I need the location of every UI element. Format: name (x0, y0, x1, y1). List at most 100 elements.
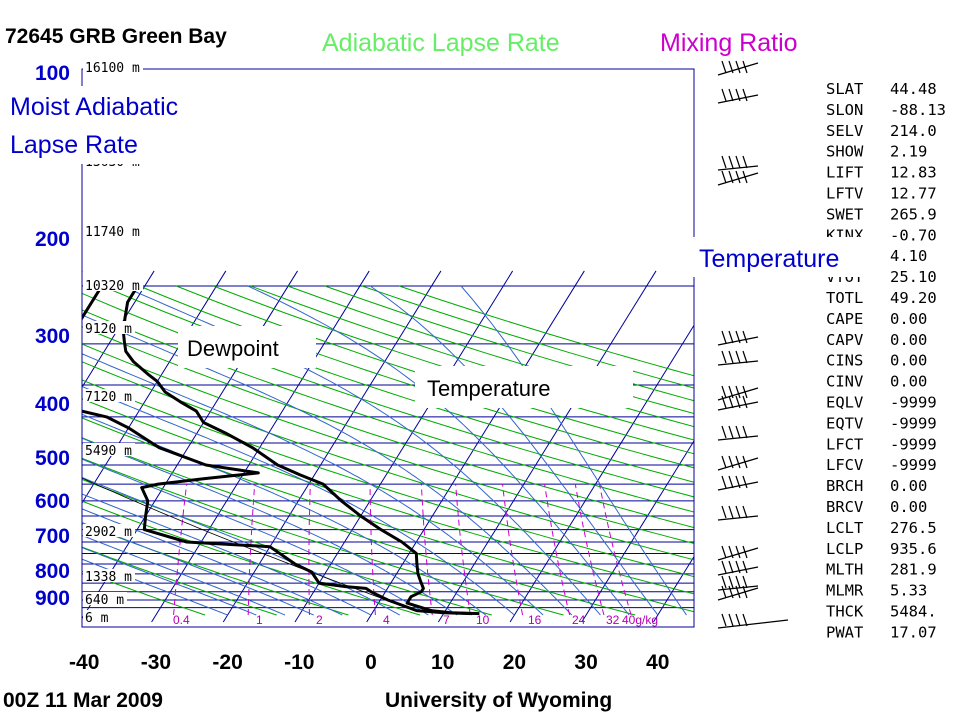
temperature-tick-label: 10 (431, 651, 454, 674)
height-label: 9120 m (85, 322, 132, 337)
height-label-bg (83, 592, 127, 605)
moist-adiabatic-label-line2: Lapse Rate (10, 131, 138, 159)
index-value: 276.5 (890, 519, 937, 537)
mixing-ratio-tick-label: 10 (476, 613, 490, 627)
dry-adiabat-line (213, 285, 694, 441)
height-label: 16100 m (85, 61, 140, 76)
index-value: 12.77 (890, 185, 937, 203)
height-label: 640 m (85, 593, 124, 608)
dry-adiabat-line (82, 457, 564, 616)
wind-barb (717, 505, 759, 521)
temperature-mid-label: Temperature (427, 376, 551, 401)
wind-barb (717, 330, 759, 346)
dewpoint-label: Dewpoint (187, 336, 279, 361)
index-value: 0.00 (890, 373, 927, 391)
temperature-tick-label: -10 (284, 651, 314, 674)
temperature-tick-label: 20 (503, 651, 526, 674)
mixing-ratio-tick-label: 7 (443, 613, 450, 627)
height-label: 11740 m (85, 225, 140, 240)
index-value: 25.10 (890, 268, 937, 286)
temperature-profile-line (121, 285, 480, 616)
dry-adiabat-line (398, 285, 694, 377)
wind-barb (717, 545, 759, 561)
dry-adiabat-line (82, 326, 694, 529)
temperature-tick-label: 0 (365, 651, 377, 674)
dry-adiabat-line (82, 546, 277, 616)
moist-adiabat-line (82, 493, 372, 616)
height-label-bg (83, 524, 135, 537)
moist-adiabat-line (82, 558, 228, 616)
pressure-tick-label: 100 (35, 62, 70, 85)
moist-adiabatic-label-line1: Moist Adiabatic (10, 93, 178, 121)
mixing-ratio-tick-label: 4 (383, 613, 390, 627)
temperature-mid-label-box (415, 366, 633, 408)
index-value: -9999 (890, 394, 937, 412)
dry-adiabat-line (101, 285, 694, 483)
mixing-ratio-line (173, 484, 188, 616)
adiabatic-lapse-rate-label: Adiabatic Lapse Rate (322, 29, 560, 57)
height-label-bg (83, 389, 135, 402)
mixing-ratio-line (369, 484, 376, 616)
moist-adiabat-line (122, 285, 601, 616)
pressure-tick-label: 700 (35, 525, 70, 548)
index-name: CAPV (826, 331, 863, 349)
index-value: -88.13 (890, 101, 946, 119)
moist-adiabat-line (82, 476, 400, 616)
sounding-series (82, 285, 480, 616)
index-name: SELV (826, 122, 863, 140)
mixing-ratio-tick-label: 32 (606, 613, 620, 627)
height-label-bg (83, 443, 135, 456)
index-name: BRCH (826, 477, 863, 495)
isotherm-line (222, 270, 442, 623)
dry-adiabat-line (82, 309, 694, 513)
index-value: -9999 (890, 414, 937, 432)
mixing-ratio-tick-label: 16 (528, 613, 542, 627)
isotherm-line (151, 270, 370, 623)
index-value: 281.9 (890, 561, 937, 579)
mixing-ratio-line (308, 484, 311, 616)
temperature-tick-label: -40 (69, 651, 99, 674)
dry-adiabat-line (82, 361, 694, 561)
dry-adiabat-line (82, 343, 694, 544)
wind-barb (717, 350, 759, 366)
wind-barb (717, 475, 759, 491)
index-name: LIFT (826, 164, 863, 182)
moist-adiabat-line (82, 314, 573, 616)
mixing-ratio-tick-label: 0.4 (173, 613, 190, 627)
height-label: 5490 m (85, 444, 132, 459)
mixing-ratio-tick-label: 40g/kg (622, 613, 658, 627)
index-value: 2.19 (890, 143, 927, 161)
height-label: 7120 m (85, 390, 132, 405)
index-value: -9999 (890, 435, 937, 453)
index-name: BRCV (826, 498, 863, 516)
index-name: EQTV (826, 414, 863, 432)
height-label: 2902 m (85, 525, 132, 540)
index-value: 214.0 (890, 122, 937, 140)
index-value: 44.48 (890, 80, 937, 98)
index-name: LFCT (826, 435, 863, 453)
mixing-ratio-tick-label: 24 (572, 613, 586, 627)
dry-adiabat-line (82, 417, 694, 613)
moist-adiabat-line (247, 285, 630, 616)
mixing-ratio-tick-label: 1 (256, 613, 263, 627)
index-value: -9999 (890, 456, 937, 474)
wind-barb (717, 560, 759, 576)
dry-adiabat-line (82, 500, 421, 616)
mixing-ratio-label: Mixing Ratio (660, 29, 798, 57)
index-name: SLAT (826, 80, 863, 98)
mixing-ratio-line (247, 484, 256, 616)
moist-adiabat-line (82, 385, 515, 616)
wind-barb (717, 60, 759, 76)
moist-adiabat-line (82, 534, 286, 616)
height-label-bg (83, 278, 143, 291)
index-value: 4.10 (890, 247, 927, 265)
dry-adiabat-line (176, 285, 694, 455)
dry-adiabat-line (324, 285, 694, 402)
mixing-ratio-line (574, 484, 605, 616)
index-name: LFTV (826, 185, 863, 203)
wind-barb (717, 385, 759, 401)
isotherm-line (294, 270, 514, 623)
stability-indices: SLAT 44.48 SLON -88.13 SELV 214.0 SHOW 2.19 LIFT… (826, 80, 946, 641)
